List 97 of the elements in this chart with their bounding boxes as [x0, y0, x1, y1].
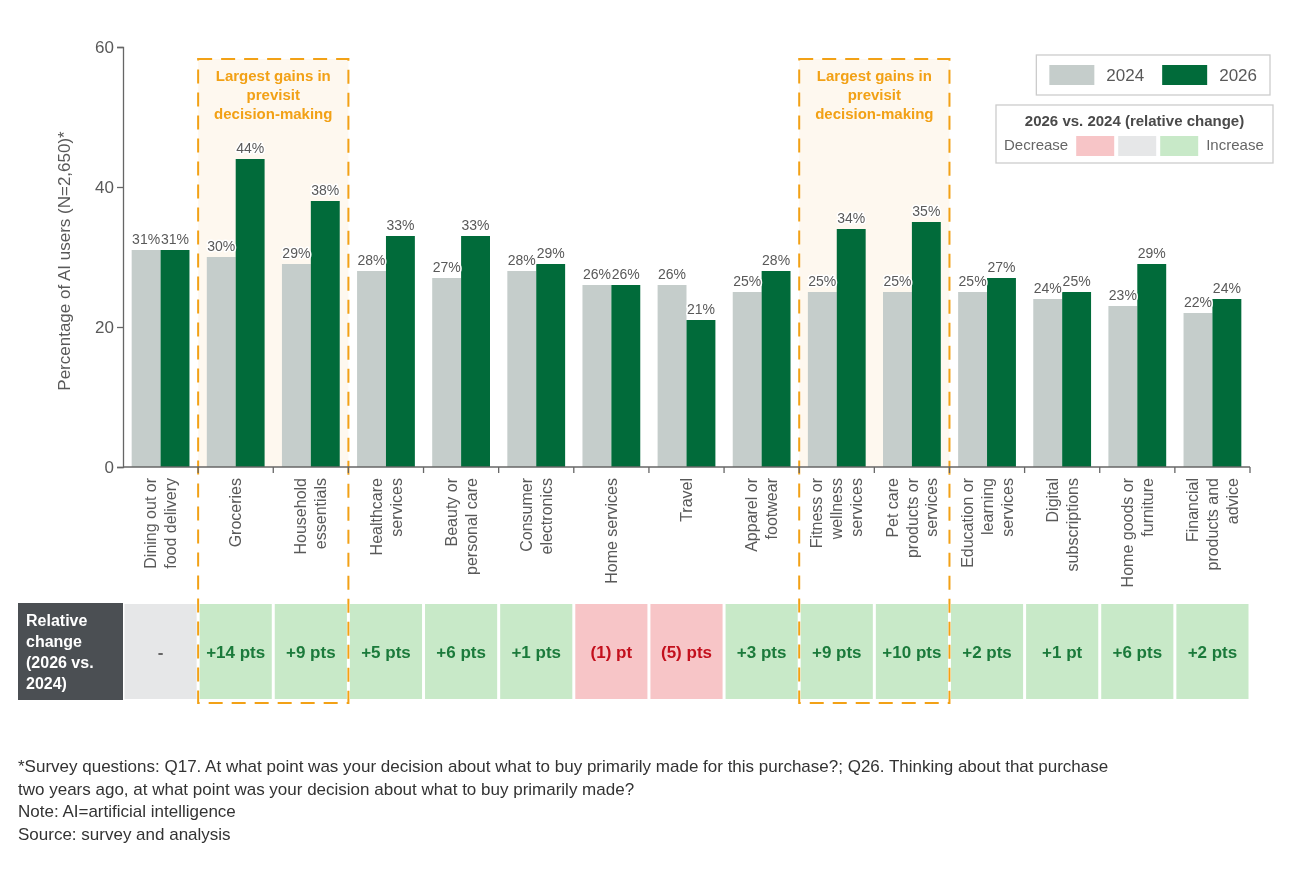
x-tick-label: Home services	[602, 478, 620, 584]
text: Note: AI=artificial intelligence	[18, 802, 236, 821]
bar	[432, 278, 462, 467]
bar	[160, 250, 190, 467]
data-label: 38%	[311, 182, 340, 198]
data-label: 22%	[1183, 294, 1212, 310]
data-label: 29%	[282, 245, 311, 261]
data-label: 23%	[1108, 287, 1137, 303]
bar	[836, 229, 866, 467]
annotation: Increase	[1206, 136, 1264, 153]
data-label: +3 pts	[736, 642, 787, 662]
data-label: 35%	[912, 203, 941, 219]
data-label: 30%	[207, 238, 236, 254]
data-label: (5) pts	[661, 642, 712, 662]
data-label: 21%	[686, 301, 715, 317]
data-label: 44%	[236, 140, 265, 156]
source-note: Source: survey and analysis	[18, 824, 231, 844]
bar	[281, 264, 311, 467]
data-label: 24%	[1033, 280, 1062, 296]
data-label: +9 pts	[286, 642, 336, 662]
data-label: +1 pts	[511, 642, 562, 662]
y-tick-label: 60	[95, 37, 114, 57]
data-label: 28%	[762, 252, 791, 268]
bar	[761, 271, 791, 467]
bar	[1137, 264, 1167, 467]
y-axis-title: Percentage of AI users (N=2,650)*	[55, 130, 74, 391]
data-label: +6 pts	[436, 642, 486, 662]
data-label: +2 pts	[962, 642, 1012, 662]
data-label: 29%	[1137, 245, 1166, 261]
bar	[131, 250, 161, 467]
data-label: 29%	[536, 245, 565, 261]
bar	[686, 320, 716, 467]
data-label: +2 pts	[1187, 642, 1238, 662]
data-label: (1) pt	[590, 642, 633, 662]
y-tick-label: 0	[104, 457, 114, 477]
bar	[807, 292, 837, 467]
data-label: 26%	[611, 266, 640, 282]
x-tick-label: Groceries	[227, 478, 245, 548]
legend-label: 2026	[1219, 66, 1257, 85]
data-label: 28%	[357, 252, 386, 268]
bar	[883, 292, 912, 467]
data-label: 33%	[461, 217, 490, 233]
data-label: 31%	[132, 231, 161, 247]
data-label: 26%	[582, 266, 611, 282]
bar	[987, 278, 1016, 467]
bar	[1212, 299, 1242, 467]
data-label: 34%	[837, 210, 866, 226]
bar	[507, 271, 537, 467]
text: *Survey questions: Q17. At what point was your decision about what to buy primarily made for this purchase?; Q26. Thinking about that purchase two years ago, at what point was your decision about what to buy primarily made?	[18, 757, 1109, 799]
x-tick-label: Apparel or footwear	[743, 477, 781, 552]
bar	[206, 257, 236, 467]
legend-title: 2026 vs. 2024 (relative change)	[1024, 112, 1245, 129]
x-tick-label: Travel	[678, 478, 696, 522]
bar	[357, 271, 386, 467]
bar	[1033, 299, 1063, 467]
legend-label: 2024	[1106, 66, 1145, 85]
data-label: +14 pts	[206, 642, 266, 662]
annotation: Decrease	[1004, 136, 1069, 153]
bar	[385, 236, 415, 467]
y-tick-label: 20	[95, 317, 114, 337]
data-label: +1 pt	[1042, 642, 1083, 662]
bar	[235, 159, 265, 467]
data-label: +10 pts	[882, 642, 942, 662]
bar	[461, 236, 490, 467]
y-tick-label: Relative change (2026 vs. 2024)	[26, 612, 94, 692]
y-tick-label: 40	[95, 177, 114, 197]
bar	[1183, 313, 1213, 467]
x-tick-label: Household essentials	[292, 478, 330, 555]
bar	[911, 222, 941, 467]
band-label: Largest gains in previsit decision-making	[214, 67, 333, 122]
bar	[657, 285, 687, 467]
data-label: 24%	[1212, 280, 1241, 296]
data-label: +5 pts	[361, 642, 411, 662]
data-label: 25%	[958, 273, 987, 289]
bar	[310, 201, 340, 467]
bar	[611, 285, 641, 467]
bar	[958, 292, 988, 467]
bar	[732, 292, 762, 467]
text: -	[157, 642, 164, 662]
data-label: +6 pts	[1112, 642, 1163, 662]
data-label: 25%	[808, 273, 837, 289]
data-label: 28%	[507, 252, 536, 268]
data-label: 33%	[386, 217, 415, 233]
data-label: 27%	[987, 259, 1016, 275]
data-label: +9 pts	[811, 642, 862, 662]
data-label: 25%	[1062, 273, 1091, 289]
data-label: 25%	[733, 273, 762, 289]
x-tick-label: Dining out or food delivery	[142, 477, 180, 569]
bar	[1062, 292, 1092, 467]
data-label: 27%	[432, 259, 461, 275]
bar	[1108, 306, 1138, 467]
bar	[582, 285, 612, 467]
data-label: 25%	[883, 273, 912, 289]
band-label: Largest gains in previsit decision-making	[815, 67, 934, 122]
data-label: 31%	[161, 231, 190, 247]
data-label: 26%	[658, 266, 687, 282]
bar	[536, 264, 566, 467]
